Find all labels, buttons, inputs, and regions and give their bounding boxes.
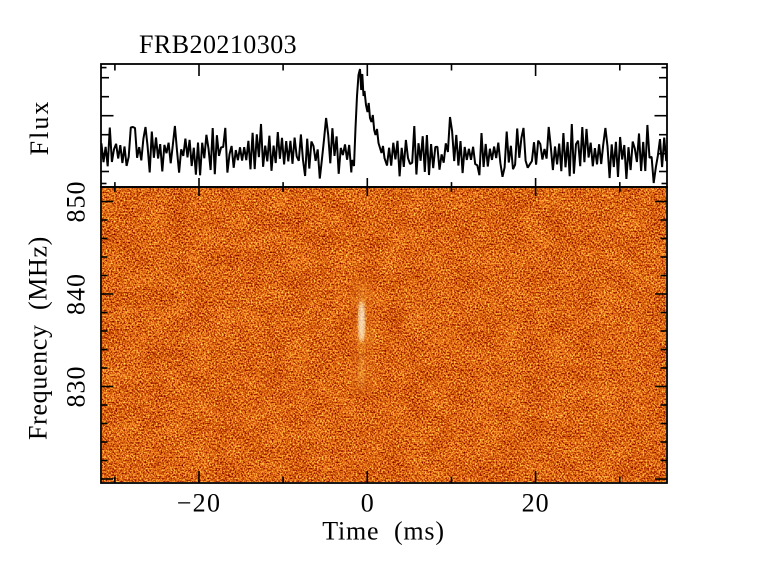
- svg-text:Frequency (MHz): Frequency (MHz): [24, 236, 53, 440]
- svg-text:Flux: Flux: [25, 100, 54, 156]
- svg-text:0: 0: [361, 489, 374, 518]
- svg-text:20: 20: [522, 489, 550, 518]
- svg-text:FRB20210303: FRB20210303: [139, 30, 297, 59]
- svg-text:Time (ms): Time (ms): [322, 517, 445, 546]
- svg-text:830: 830: [62, 366, 91, 408]
- svg-text:−20: −20: [177, 489, 222, 518]
- svg-text:850: 850: [62, 181, 91, 223]
- svg-text:840: 840: [62, 273, 91, 315]
